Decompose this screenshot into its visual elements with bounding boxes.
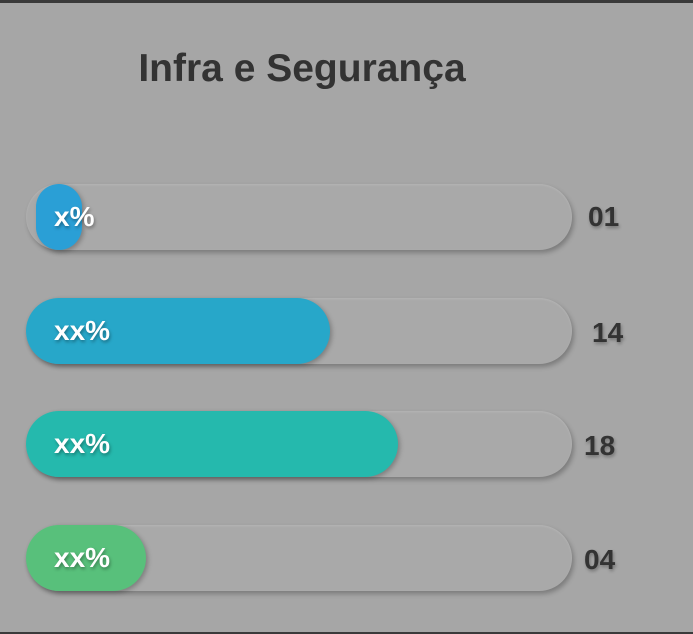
progress-fill: [26, 525, 146, 591]
progress-label: xx%: [54, 315, 111, 346]
progress-label: x%: [54, 201, 95, 232]
progress-count: 18: [584, 430, 616, 461]
progress-label: xx%: [54, 542, 111, 573]
progress-count: 04: [584, 544, 616, 575]
progress-track: xx%: [26, 411, 572, 477]
progress-count: 14: [592, 317, 624, 348]
progress-fill: [26, 411, 398, 477]
progress-track: x%: [26, 184, 572, 250]
progress-fill: [36, 184, 82, 250]
progress-count: 01: [588, 201, 620, 232]
progress-track: xx%: [26, 298, 572, 364]
progress-track: xx%: [26, 525, 572, 591]
progress-label: xx%: [54, 428, 111, 459]
progress-fill: [26, 298, 330, 364]
title: Infra e Segurança: [138, 47, 466, 90]
